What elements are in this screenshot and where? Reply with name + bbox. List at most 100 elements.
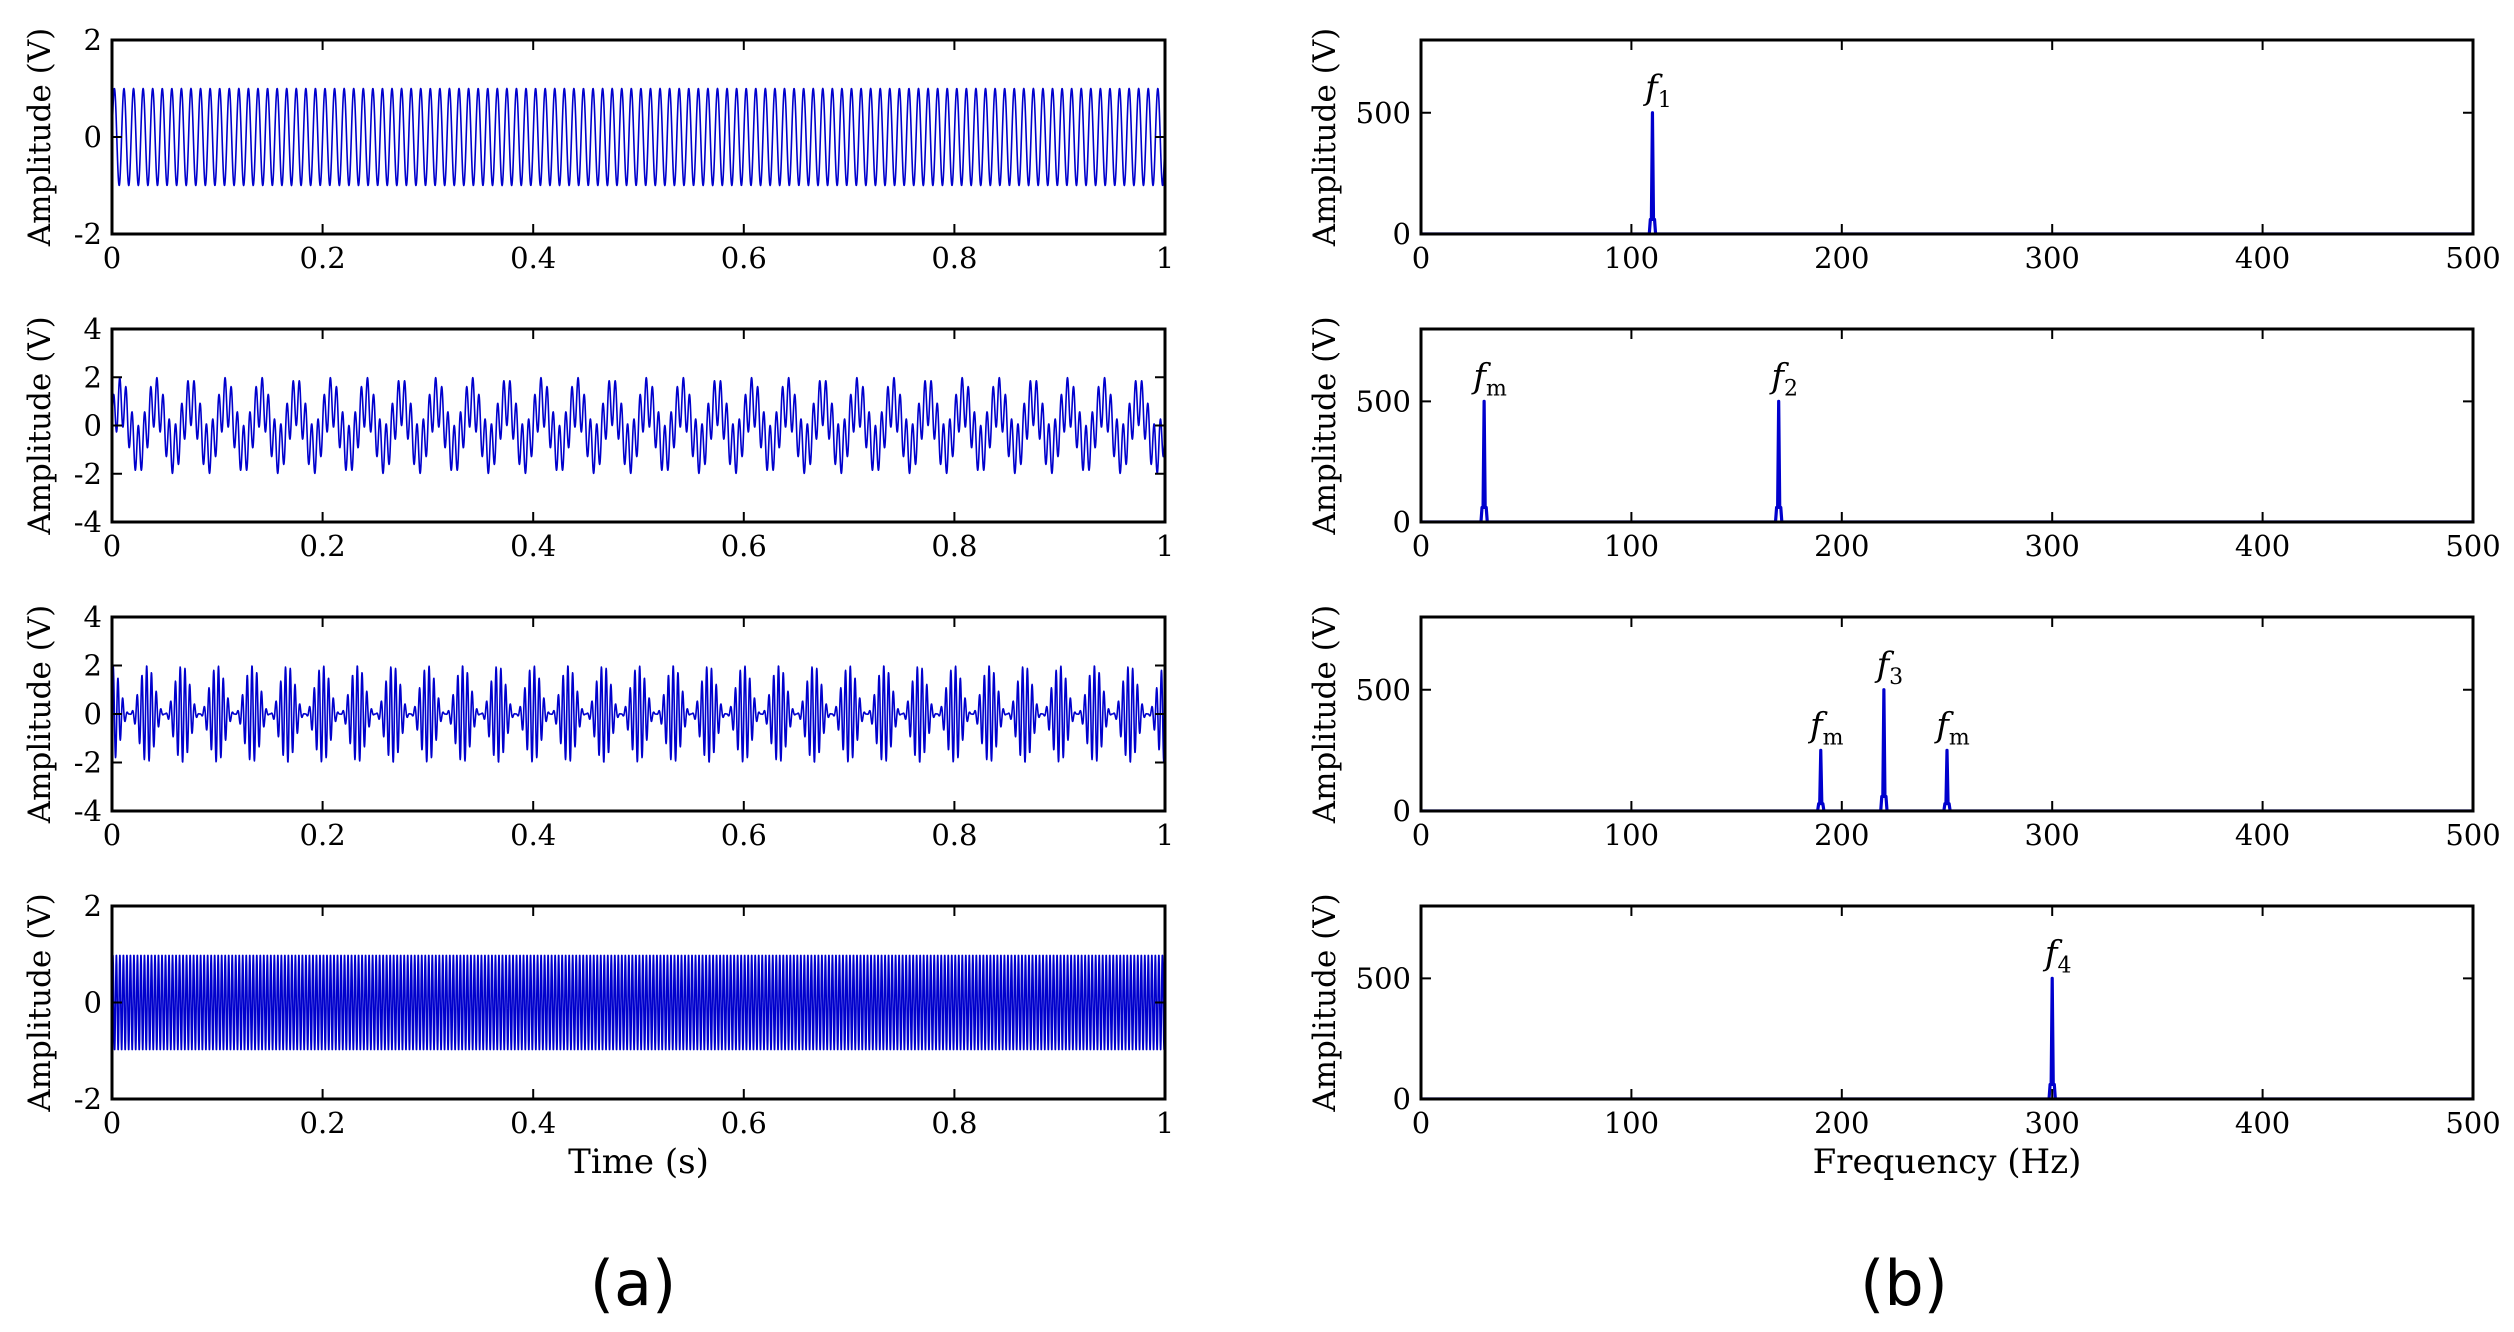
y-tick-label: 0	[84, 120, 102, 154]
panel-a2: 0 0.2 0.4 0.6 0.8 1 -4 -2 0 2 4 Amplitude (V)	[22, 312, 1174, 563]
signal-trace	[112, 665, 1165, 763]
panel-b1: f1 0 100 200 300 400 500 0 500 Amplitude (V)	[1307, 28, 2501, 275]
spectrum-trace	[1421, 976, 2473, 1099]
x-tick-label: 300	[2025, 241, 2080, 275]
y-tick-label: 2	[84, 23, 102, 57]
y-tick-label: 4	[84, 312, 102, 346]
peak-label-1: f3	[1874, 645, 1904, 690]
x-tick-label: 100	[1604, 1106, 1659, 1140]
x-tick-label: 0.6	[721, 818, 767, 852]
axes-frame	[1419, 38, 2475, 236]
x-tick-label: 200	[1814, 818, 1869, 852]
y-tick-label: 0	[84, 697, 102, 731]
axes-frame	[1419, 327, 2475, 524]
x-tick-label: 0.6	[721, 1106, 767, 1140]
x-tick-label: 400	[2235, 529, 2290, 563]
y-tick-label: -4	[74, 794, 102, 828]
y-tick-label: 0	[1393, 217, 1411, 251]
spectrum-trace	[1421, 688, 2473, 811]
x-tick-label: 0	[1412, 241, 1430, 275]
x-tick-label: 0	[103, 241, 121, 275]
panel-label-a: (a)	[590, 1247, 676, 1320]
spectrum-trace	[1421, 111, 2473, 234]
x-axis-label: Time (s)	[568, 1142, 709, 1182]
spectrum-trace	[1421, 399, 2473, 522]
y-tick-label: 2	[84, 360, 102, 394]
x-tick-label: 0.4	[510, 241, 556, 275]
x-tick-label: 0.4	[510, 818, 556, 852]
y-tick-label: 500	[1356, 96, 1411, 130]
peak-label-sub: 4	[2057, 953, 2071, 978]
panel-label-b: (b)	[1860, 1247, 1948, 1320]
y-tick-label: 0	[1393, 505, 1411, 539]
x-tick-label: 0	[1412, 818, 1430, 852]
signal-trace	[112, 87, 1165, 187]
peak-label-sub: 2	[1784, 376, 1798, 401]
x-tick-label: 500	[2445, 241, 2500, 275]
signal-trace	[112, 376, 1165, 475]
x-tick-label: 100	[1604, 241, 1659, 275]
x-tick-label: 0.2	[300, 1106, 346, 1140]
x-tick-label: 100	[1604, 818, 1659, 852]
x-tick-label: 400	[2235, 1106, 2290, 1140]
x-tick-label: 0.6	[721, 529, 767, 563]
x-tick-label: 200	[1814, 241, 1869, 275]
x-tick-label: 0.8	[931, 818, 977, 852]
y-axis-label: Amplitude (V)	[22, 28, 58, 248]
peak-label-0: fm	[1470, 356, 1507, 401]
x-tick-label: 0.8	[931, 1106, 977, 1140]
y-axis-label: Amplitude (V)	[22, 316, 58, 536]
y-tick-label: 4	[84, 600, 102, 634]
x-tick-label: 200	[1814, 529, 1869, 563]
axes-frame	[1419, 904, 2475, 1101]
peak-label-sub: 3	[1889, 665, 1903, 690]
axes-frame	[1419, 615, 2475, 813]
y-tick-label: 2	[84, 649, 102, 683]
x-tick-label: 0.2	[300, 241, 346, 275]
x-tick-label: 0	[1412, 1106, 1430, 1140]
panel-b4: f4 0 100 200 300 400 500 0 500 Amplitude (V) Frequ…	[1307, 893, 2501, 1182]
y-tick-label: -2	[74, 1082, 102, 1116]
y-tick-label: -2	[74, 217, 102, 251]
x-tick-label: 0.8	[931, 241, 977, 275]
x-tick-label: 200	[1814, 1106, 1869, 1140]
x-tick-label: 300	[2025, 1106, 2080, 1140]
x-tick-label: 0	[103, 818, 121, 852]
peak-label-2: fm	[1933, 705, 1970, 750]
y-tick-label: 500	[1356, 384, 1411, 418]
y-tick-label: 500	[1356, 961, 1411, 995]
x-tick-label: 0.4	[510, 529, 556, 563]
x-axis-label: Frequency (Hz)	[1813, 1142, 2082, 1182]
x-tick-label: 400	[2235, 818, 2290, 852]
x-tick-label: 0.2	[300, 818, 346, 852]
peak-label-1: f2	[1768, 356, 1798, 401]
x-tick-label: 1	[1156, 818, 1174, 852]
y-tick-label: 0	[1393, 1082, 1411, 1116]
y-tick-label: 2	[84, 889, 102, 923]
x-tick-label: 500	[2445, 818, 2500, 852]
x-tick-label: 300	[2025, 529, 2080, 563]
x-tick-label: 500	[2445, 1106, 2500, 1140]
y-tick-label: 0	[84, 986, 102, 1020]
y-axis-label: Amplitude (V)	[1307, 605, 1343, 825]
x-tick-label: 0.2	[300, 529, 346, 563]
panel-b2: fm f2 0 100 200 300 400 500 0 500 Amplitude (V)	[1307, 316, 2501, 563]
x-tick-label: 0	[103, 1106, 121, 1140]
x-tick-label: 100	[1604, 529, 1659, 563]
x-tick-label: 1	[1156, 241, 1174, 275]
panel-b3: fm f3 fm 0 100 200 300 400 500 0 500 Amplitude (V)	[1307, 605, 2501, 852]
peak-label-sub: 1	[1658, 88, 1672, 113]
x-tick-label: 0.8	[931, 529, 977, 563]
x-tick-label: 1	[1156, 529, 1174, 563]
y-axis-label: Amplitude (V)	[1307, 28, 1343, 248]
x-tick-label: 300	[2025, 818, 2080, 852]
x-tick-label: 400	[2235, 241, 2290, 275]
x-tick-label: 0.4	[510, 1106, 556, 1140]
x-tick-label: 1	[1156, 1106, 1174, 1140]
y-axis-label: Amplitude (V)	[1307, 893, 1343, 1113]
peak-label-sub: m	[1949, 725, 1970, 750]
